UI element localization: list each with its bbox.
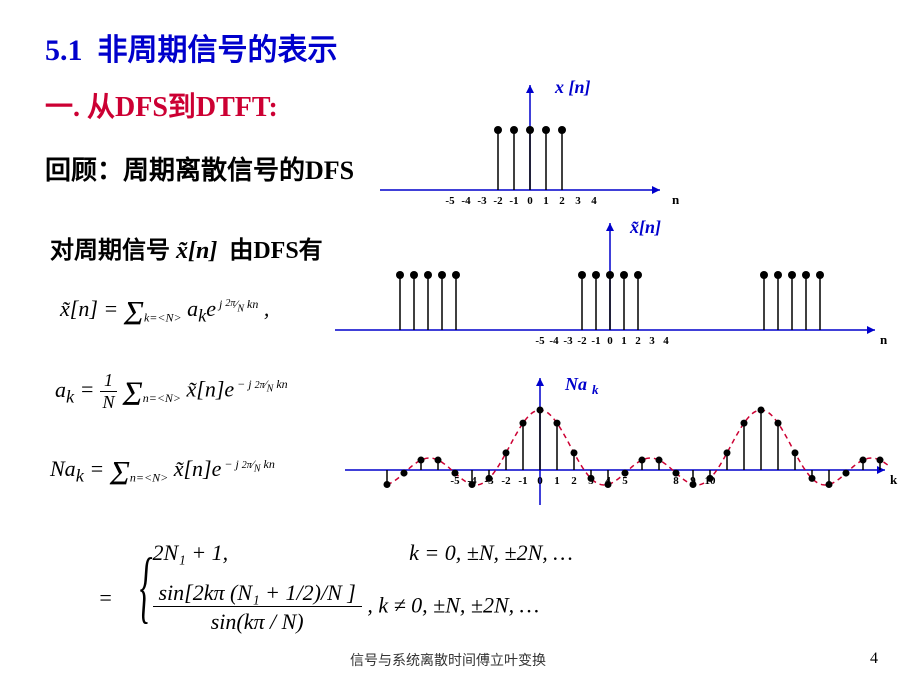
line3: 对周期信号 x̃[n] 由DFS有: [50, 230, 323, 265]
svg-text:-2: -2: [577, 335, 587, 345]
svg-text:-1: -1: [518, 475, 527, 487]
f4-bot-cond: , k ≠ 0, ±N, ±2N, …: [367, 593, 539, 618]
chart-top: x [n] -5 -4 -3 -2 -1 01234 n: [370, 75, 690, 205]
svg-text:-4: -4: [467, 475, 477, 487]
svg-text:2: 2: [635, 335, 641, 345]
svg-text:-5: -5: [445, 195, 455, 205]
chart-mid: x̃[n] -5 -4 -3 -2 -1 01234 n: [330, 215, 890, 345]
formula-2: ak = 1 N Σn=<N> x̃[n]e − j 2π⁄N kn: [55, 370, 288, 414]
formula-4: { 2N₁ + 1, k = 0, ±N, ±2N, … sin[2kπ (N₁…: [130, 540, 573, 635]
f4-den: sin(kπ / N): [153, 607, 362, 635]
svg-text:3: 3: [575, 195, 581, 205]
svg-text:8: 8: [673, 475, 679, 487]
svg-text:0: 0: [527, 195, 533, 205]
line3a: 对周期信号: [50, 238, 170, 264]
svg-text:0: 0: [607, 335, 613, 345]
svg-text:-1: -1: [509, 195, 518, 205]
line3b: 由DFS有: [229, 238, 322, 264]
xtilde-inline: x̃[n]: [176, 238, 217, 264]
svg-text:-2: -2: [501, 475, 511, 487]
formula-1: x̃[n] = Σk=<N> ake j 2π⁄N kn ,: [60, 295, 269, 333]
svg-text:-5: -5: [450, 475, 460, 487]
section-no: 5.1: [45, 34, 83, 67]
svg-text:k: k: [592, 382, 599, 397]
svg-text:10: 10: [705, 475, 717, 487]
equals-sign: =: [98, 585, 113, 611]
svg-text:x [n]: x [n]: [554, 77, 591, 97]
svg-text:-3: -3: [563, 335, 573, 345]
svg-text:n: n: [880, 332, 888, 345]
chart-bot: Nak-5-4-3-2-10123458910k: [340, 370, 900, 510]
svg-text:k: k: [890, 472, 898, 487]
svg-text:9: 9: [690, 475, 696, 487]
subsection-heading: 一. 从DFS到DTFT:: [45, 85, 278, 125]
page-number: 4: [870, 650, 878, 668]
f4-top-cond: k = 0, ±N, ±2N, …: [409, 540, 573, 565]
svg-text:1: 1: [554, 475, 560, 487]
svg-text:4: 4: [591, 195, 597, 205]
svg-text:4: 4: [663, 335, 669, 345]
svg-text:2: 2: [571, 475, 577, 487]
svg-text:-4: -4: [461, 195, 471, 205]
svg-text:2: 2: [559, 195, 565, 205]
footer-text: 信号与系统离散时间傅立叶变换: [350, 650, 546, 670]
svg-text:0: 0: [537, 475, 543, 487]
svg-text:5: 5: [622, 475, 628, 487]
sub1-text: 从DFS到DTFT:: [87, 92, 278, 123]
formula-3: Nak = Σn=<N> x̃[n]e − j 2π⁄N kn: [50, 455, 275, 493]
review-line: 回顾：周期离散信号的DFS: [45, 150, 354, 187]
f4-top: 2N₁ + 1,: [153, 540, 229, 565]
svg-text:-3: -3: [477, 195, 487, 205]
svg-text:3: 3: [588, 475, 594, 487]
svg-text:4: 4: [605, 475, 611, 487]
svg-text:1: 1: [621, 335, 627, 345]
svg-text:-4: -4: [549, 335, 559, 345]
section-title: 非周期信号的表示: [98, 34, 338, 67]
svg-text:-2: -2: [493, 195, 503, 205]
svg-text:n: n: [672, 192, 680, 205]
svg-text:-1: -1: [591, 335, 600, 345]
svg-text:x̃[n]: x̃[n]: [629, 217, 661, 237]
svg-text:1: 1: [543, 195, 549, 205]
section-heading: 5.1 非周期信号的表示: [45, 25, 338, 69]
f4-num: sin[2kπ (N₁ + 1/2)/N ]: [153, 580, 362, 607]
svg-text:Na: Na: [564, 374, 587, 394]
svg-text:-5: -5: [535, 335, 545, 345]
svg-text:-3: -3: [484, 475, 494, 487]
sub1-label: 一.: [45, 92, 80, 123]
svg-text:3: 3: [649, 335, 655, 345]
